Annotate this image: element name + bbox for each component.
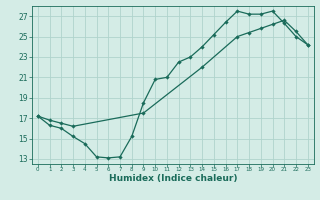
X-axis label: Humidex (Indice chaleur): Humidex (Indice chaleur) [108,174,237,183]
